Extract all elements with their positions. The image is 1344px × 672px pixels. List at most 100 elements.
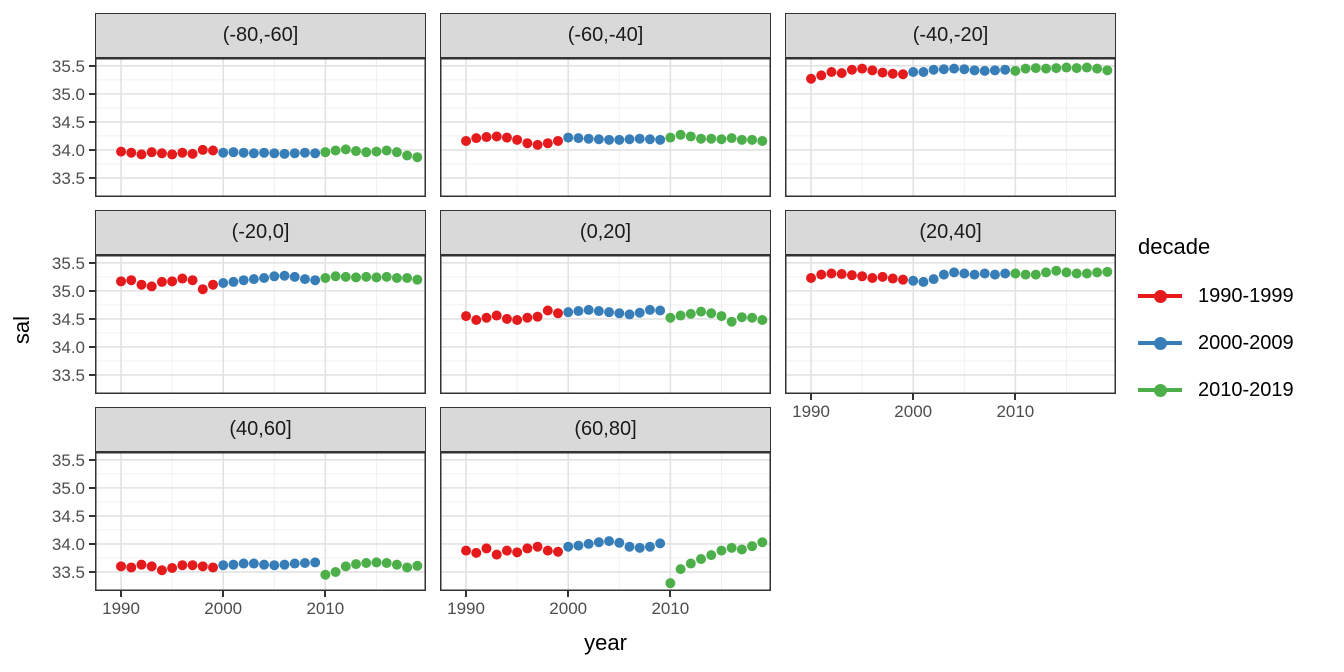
data-point (897, 69, 908, 80)
facet-strip-(-60,-40]: (-60,-40] (440, 13, 771, 58)
data-point (248, 274, 259, 285)
y-tick-mark (89, 317, 95, 320)
data-point (481, 132, 492, 143)
y-tick-mark (89, 148, 95, 151)
data-point (959, 64, 970, 75)
data-point (279, 559, 290, 570)
y-tick-mark (89, 64, 95, 67)
facet-panel-(-20,0] (95, 255, 426, 394)
data-point (573, 540, 584, 551)
data-point (330, 145, 341, 156)
data-point (552, 546, 563, 557)
data-point (512, 134, 523, 145)
data-point (177, 273, 188, 284)
data-point (461, 311, 472, 322)
data-point (563, 132, 574, 143)
data-point (177, 560, 188, 571)
legend-entry-label: 2010-2019 (1198, 378, 1294, 401)
data-point (299, 274, 310, 285)
data-point (1000, 268, 1011, 279)
data-point (655, 538, 666, 549)
data-point (665, 578, 676, 589)
data-point (381, 271, 392, 282)
data-point (696, 554, 707, 565)
facet-panel-(-40,-20] (785, 58, 1116, 197)
data-point (532, 311, 543, 322)
legend-entry-2000-2009[interactable]: 2000-2009 (1138, 331, 1294, 355)
data-point (310, 275, 321, 286)
data-point (806, 73, 817, 84)
data-point (146, 147, 157, 158)
data-point (542, 138, 553, 149)
facet-panel-(-80,-60] (95, 58, 426, 197)
data-point (116, 561, 127, 572)
data-point (501, 545, 512, 556)
data-point (989, 269, 1000, 280)
data-point (381, 145, 392, 156)
data-point (481, 312, 492, 323)
data-point (826, 268, 837, 279)
legend-entry-1990-1999[interactable]: 1990-1999 (1138, 284, 1294, 308)
y-tick-mark (89, 486, 95, 489)
data-point (412, 560, 423, 571)
y-tick-mark (89, 261, 95, 264)
data-point (461, 545, 472, 556)
y-tick-mark (89, 514, 95, 517)
data-point (675, 310, 686, 321)
x-tick-mark (669, 591, 672, 597)
data-point (1020, 269, 1031, 280)
data-point (1041, 63, 1052, 74)
x-axis-title: year (584, 630, 627, 655)
data-point (248, 558, 259, 569)
data-point (259, 559, 270, 570)
y-tick-mark (89, 120, 95, 123)
data-point (1020, 63, 1031, 74)
legend-title: decade (1138, 234, 1211, 259)
y-tick-mark (89, 458, 95, 461)
data-point (269, 560, 280, 571)
data-point (412, 274, 423, 285)
data-point (816, 70, 827, 81)
y-tick-label: 34.0 (51, 337, 85, 357)
x-tick-mark (465, 591, 468, 597)
y-tick-label: 33.5 (51, 168, 85, 188)
data-point (126, 562, 137, 573)
data-point (747, 312, 758, 323)
data-point (696, 133, 707, 144)
y-tick-label: 34.0 (51, 140, 85, 160)
legend-key-icon (1138, 378, 1182, 402)
data-point (604, 134, 615, 145)
data-point (736, 312, 747, 323)
data-point (757, 537, 768, 548)
data-point (736, 544, 747, 555)
data-point (726, 316, 737, 327)
data-point (461, 135, 472, 146)
data-point (908, 67, 919, 78)
data-point (238, 275, 249, 286)
facet-strip-(0,20]: (0,20] (440, 210, 771, 255)
data-point (583, 133, 594, 144)
data-point (644, 304, 655, 315)
data-point (969, 269, 980, 280)
data-point (816, 269, 827, 280)
data-point (542, 545, 553, 556)
data-point (644, 541, 655, 552)
y-tick-mark (89, 176, 95, 179)
data-point (501, 132, 512, 143)
data-point (624, 541, 635, 552)
facet-panel-(60,80] (440, 452, 771, 591)
data-point (1102, 65, 1113, 76)
data-point (512, 547, 523, 558)
panel-border (440, 58, 771, 197)
data-point (573, 306, 584, 317)
data-point (644, 134, 655, 145)
data-point (634, 133, 645, 144)
legend-entry-2010-2019[interactable]: 2010-2019 (1138, 378, 1294, 402)
data-point (320, 272, 331, 283)
x-tick-label: 1990 (102, 599, 140, 618)
data-point (1041, 267, 1052, 278)
x-tick-mark (912, 394, 915, 400)
data-point (877, 67, 888, 78)
data-point (563, 307, 574, 318)
